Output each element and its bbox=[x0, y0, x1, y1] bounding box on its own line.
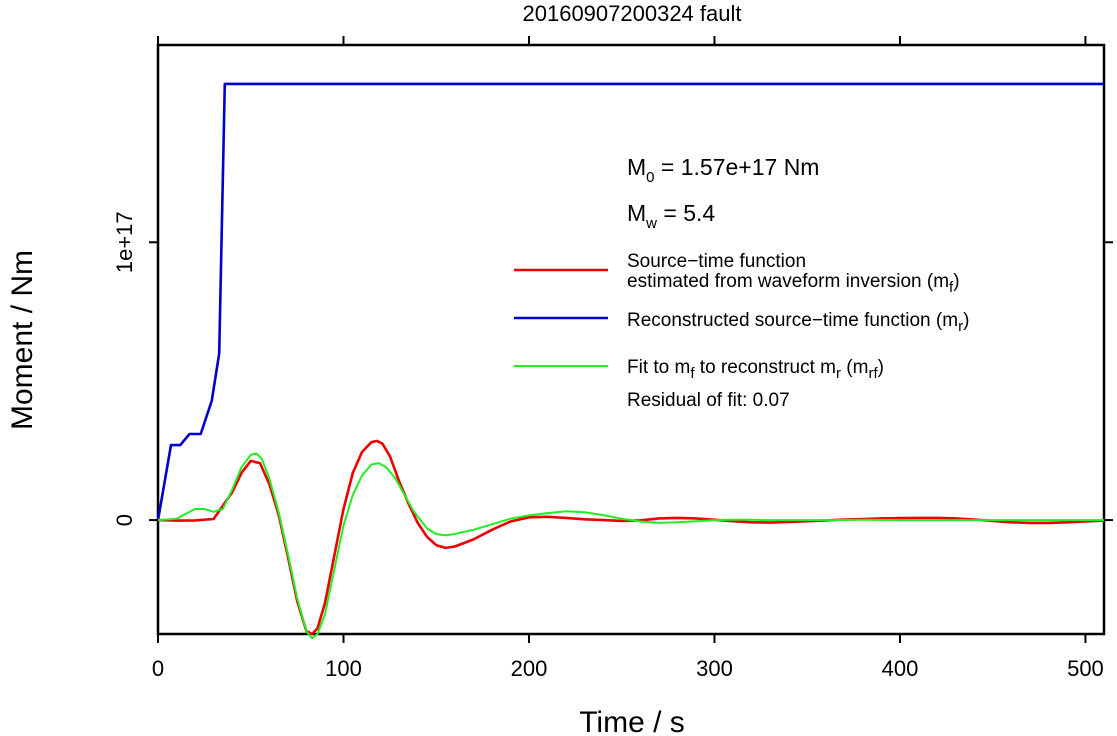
x-tick-label: 200 bbox=[511, 656, 548, 681]
y-tick-label: 0 bbox=[112, 514, 137, 526]
x-axis-title: Time / s bbox=[579, 706, 685, 736]
residual-annotation: Residual of fit: 0.07 bbox=[627, 390, 790, 411]
x-axis: 0 100 200 300 400 500 bbox=[152, 36, 1104, 681]
legend-label-mr: Reconstructed source−time function (mr) bbox=[627, 310, 969, 335]
series-layer bbox=[156, 82, 1105, 640]
series-line-mrf bbox=[157, 452, 1104, 640]
legend-label-mf-line2: estimated from waveform inversion (mf) bbox=[627, 271, 960, 296]
x-tick-label: 500 bbox=[1067, 656, 1104, 681]
plot-frame bbox=[156, 43, 1106, 636]
x-tick-label: 0 bbox=[152, 656, 164, 681]
y-tick-label: 1e+17 bbox=[112, 211, 137, 273]
m0-annotation: M0 = 1.57e+17 Nm bbox=[627, 154, 819, 186]
legend-label-mrf: Fit to mf to reconstruct mr (mrf) bbox=[627, 357, 884, 382]
y-axis: 0 1e+17 bbox=[112, 211, 1113, 526]
x-tick-label: 400 bbox=[882, 656, 919, 681]
legend: Source−time function estimated from wave… bbox=[514, 251, 969, 411]
legend-label-mf-line1: Source−time function bbox=[627, 251, 806, 272]
mw-annotation: Mw = 5.4 bbox=[627, 200, 715, 232]
y-axis-title: Moment / Nm bbox=[6, 250, 39, 430]
chart-title: 20160907200324 fault bbox=[523, 1, 742, 26]
x-tick-label: 300 bbox=[696, 656, 733, 681]
series-line-mr bbox=[156, 82, 1104, 521]
x-tick-label: 100 bbox=[325, 656, 362, 681]
